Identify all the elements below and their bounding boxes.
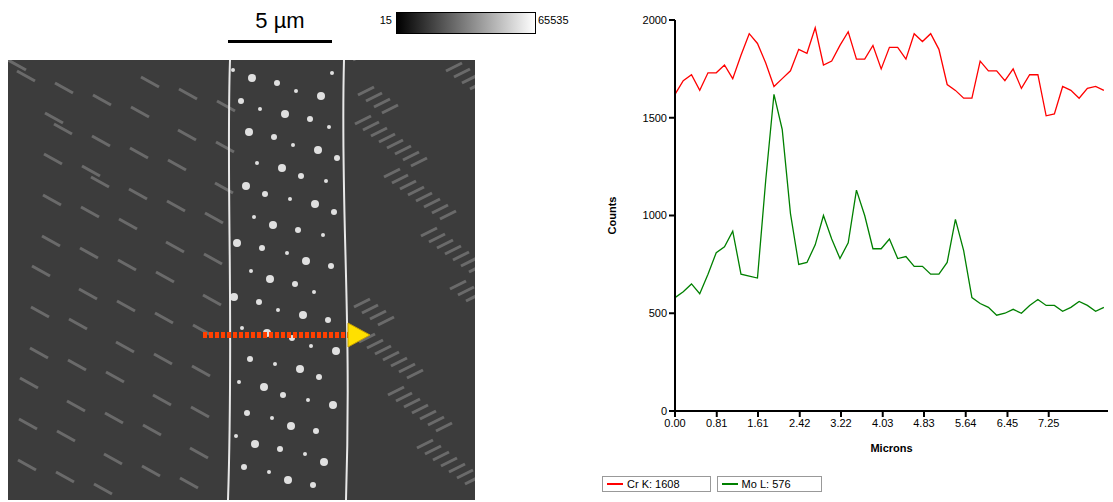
html-text:Mo L: 576: Mo L: 576	[741, 478, 791, 490]
svg-text:2000: 2000	[643, 14, 667, 26]
svg-text:5.64: 5.64	[955, 417, 976, 429]
svg-text:Counts: Counts	[606, 197, 618, 235]
svg-text:2.42: 2.42	[789, 417, 810, 429]
svg-text:3.22: 3.22	[830, 417, 851, 429]
svg-text:4.03: 4.03	[872, 417, 893, 429]
svg-text:Microns: Microns	[870, 442, 912, 454]
svg-text:7.25: 7.25	[1038, 417, 1059, 429]
svg-text:500: 500	[649, 307, 667, 319]
html-text:65535: 65535	[538, 14, 569, 26]
svg-text:4.83: 4.83	[913, 417, 934, 429]
html-text:15: 15	[379, 14, 392, 26]
svg-text:0.00: 0.00	[664, 417, 685, 429]
svg-text:1.61: 1.61	[747, 417, 768, 429]
svg-text:0: 0	[661, 405, 667, 417]
html-text:Cr K: 1608: Cr K: 1608	[627, 478, 680, 490]
svg-text:1500: 1500	[643, 112, 667, 124]
svg-text:0.81: 0.81	[706, 417, 727, 429]
svg-text:6.45: 6.45	[997, 417, 1018, 429]
html-text:5 µm: 5 µm	[255, 8, 305, 33]
svg-text:1000: 1000	[643, 209, 667, 221]
